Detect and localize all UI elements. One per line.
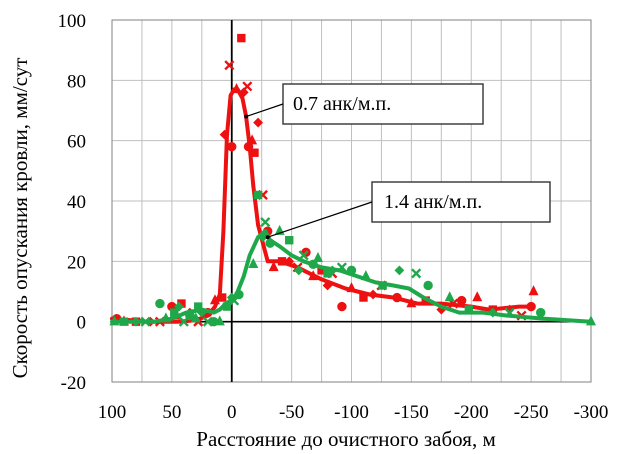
x-axis-title: Расстояние до очистного забоя, м [196, 427, 495, 451]
annotations: 0.7 анк/м.п. 1.4 анк/м.п. [244, 83, 551, 240]
annotation-arrow-head [244, 114, 249, 119]
data-point-23 [260, 217, 271, 228]
x-tick-label: -50 [279, 402, 304, 423]
data-point-38 [411, 268, 422, 279]
annotation-text: 0.7 анк/м.п. [293, 93, 391, 115]
plot-frame [111, 19, 592, 383]
data-point-27 [293, 265, 304, 276]
data-point-19 [242, 81, 253, 92]
series-2-line [110, 229, 593, 324]
annotation-2: 1.4 анк/м.п. [265, 181, 551, 240]
y-tick-label: 0 [77, 313, 87, 334]
y-tick-label: 100 [58, 11, 87, 32]
data-point-26 [285, 236, 294, 245]
x-tick-label: -250 [514, 402, 549, 423]
series-2 [109, 190, 597, 327]
series-1 [110, 33, 539, 327]
y-tick-label: 20 [67, 252, 86, 273]
x-tick-label: -150 [394, 402, 429, 423]
x-tick-label: -300 [574, 402, 609, 423]
y-tick-label: 40 [67, 192, 86, 213]
data-point-20 [248, 258, 259, 269]
data-point-51 [528, 285, 539, 296]
y-tick-label: 60 [67, 132, 86, 153]
x-tick-label: 0 [227, 402, 237, 423]
data-point-17 [237, 33, 246, 43]
data-point-15 [227, 142, 237, 152]
data-point-7 [174, 301, 184, 312]
data-point-44 [536, 307, 546, 318]
y-tick-label: 80 [67, 71, 86, 92]
data-point-23 [253, 117, 264, 128]
data-point-15 [214, 315, 225, 326]
annotation-arrow [267, 201, 373, 238]
data-point-21 [253, 190, 263, 200]
data-point-46 [472, 291, 483, 302]
annotation-box [371, 181, 551, 223]
y-axis-title: Скорость опускания кровли, мм/сут [8, 58, 32, 379]
data-point-10 [190, 312, 201, 323]
data-point-30 [312, 251, 323, 263]
x-tick-label: 100 [98, 402, 127, 423]
tick-labels: 100 50 0 -50 -100 -150 -200 -250 -300-2002040608… [58, 11, 609, 423]
x-tick-label: -200 [454, 402, 489, 423]
data-point-4 [155, 298, 165, 309]
annotation-arrow-head [265, 235, 270, 240]
annotation-box [282, 83, 484, 125]
data-point-26 [268, 261, 279, 272]
data-point-37 [394, 265, 405, 276]
data-point-39 [423, 280, 433, 291]
annotation-1: 0.7 анк/м.п. [244, 83, 484, 125]
series-1-line [110, 87, 536, 324]
data-point-40 [444, 291, 455, 302]
x-tick-label: -100 [334, 402, 369, 423]
data-point-14 [224, 60, 235, 71]
series-layer [109, 33, 597, 327]
y-tick-label: -20 [61, 373, 86, 394]
x-tick-label: 50 [162, 402, 181, 423]
annotation-arrow [245, 103, 284, 118]
data-point-35 [337, 301, 347, 312]
annotation-text: 1.4 анк/м.п. [384, 191, 482, 213]
